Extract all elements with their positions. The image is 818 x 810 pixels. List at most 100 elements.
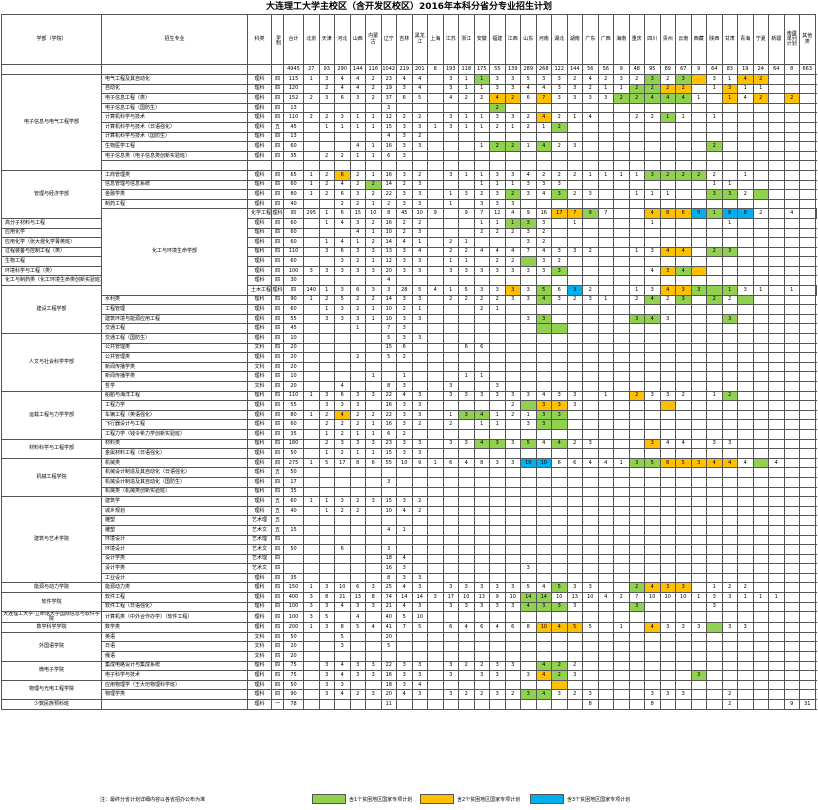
quota-cell: 9 bbox=[458, 208, 475, 219]
quota-cell: 3 bbox=[489, 83, 506, 95]
quota-cell bbox=[597, 448, 614, 459]
quota-cell bbox=[442, 352, 459, 363]
quota-cell bbox=[458, 563, 475, 574]
quota-cell: 1 bbox=[303, 294, 320, 306]
quota-cell bbox=[737, 342, 754, 354]
quota-cell: 10 bbox=[380, 227, 397, 239]
quota-cell bbox=[752, 660, 769, 672]
quota-cell: 1 bbox=[349, 448, 366, 459]
duration-cell: 四 bbox=[271, 534, 284, 546]
quota-cell: 8 bbox=[644, 699, 661, 710]
quota-cell bbox=[303, 323, 320, 335]
quota-cell: 4 bbox=[396, 505, 413, 517]
quota-cell bbox=[597, 467, 614, 478]
quota-cell bbox=[442, 651, 459, 662]
quota-cell: 3 bbox=[380, 476, 397, 488]
quota-cell bbox=[504, 102, 521, 114]
quota-cell: 10 bbox=[582, 592, 599, 603]
quota-cell bbox=[597, 342, 614, 354]
quota-cell bbox=[737, 660, 754, 672]
quota-cell: 1 bbox=[318, 208, 335, 219]
duration-cell: 四 bbox=[271, 265, 284, 277]
quota-cell: 1 bbox=[706, 112, 723, 123]
quota-cell: 1 bbox=[628, 189, 645, 200]
quota-cell bbox=[706, 515, 723, 526]
quota-cell bbox=[675, 227, 692, 239]
duration-cell: 四 bbox=[271, 179, 284, 191]
quota-cell bbox=[706, 102, 723, 114]
quota-cell bbox=[644, 467, 661, 478]
quota-cell: 10 bbox=[380, 505, 397, 517]
quota-cell: 3 bbox=[535, 265, 552, 277]
quota-cell bbox=[814, 476, 817, 488]
quota-cell bbox=[613, 313, 630, 325]
duration-cell: 四 bbox=[271, 486, 284, 498]
quota-cell: 2 bbox=[504, 141, 521, 152]
quota-cell: 1 bbox=[349, 323, 366, 335]
quota-cell bbox=[783, 227, 800, 239]
quota-cell bbox=[489, 313, 506, 325]
total-cell: 64 bbox=[706, 64, 723, 75]
quota-cell bbox=[334, 524, 351, 536]
quota-cell bbox=[690, 265, 707, 277]
quota-cell: 3 bbox=[365, 285, 382, 296]
quota-cell bbox=[318, 361, 335, 373]
quota-cell bbox=[520, 515, 537, 526]
quota-cell: 14 bbox=[814, 689, 817, 700]
quota-cell bbox=[721, 256, 738, 267]
quota-cell: 14 bbox=[380, 294, 397, 306]
quota-cell bbox=[489, 467, 506, 478]
quota-cell bbox=[613, 371, 630, 382]
quota-cell bbox=[690, 572, 707, 584]
quota-cell bbox=[768, 689, 785, 700]
quota-cell: 15 bbox=[380, 496, 397, 507]
quota-cell: 4 bbox=[582, 457, 599, 469]
quota-cell bbox=[675, 352, 692, 363]
quota-cell bbox=[690, 438, 707, 450]
quota-cell bbox=[566, 679, 583, 691]
quota-cell: 16 bbox=[380, 670, 397, 681]
quota-cell bbox=[768, 93, 785, 104]
quota-cell bbox=[504, 342, 521, 354]
quota-cell bbox=[783, 304, 800, 315]
quota-cell bbox=[613, 400, 630, 411]
quota-cell bbox=[768, 486, 785, 498]
quota-cell bbox=[458, 313, 475, 325]
quota-cell: 23 bbox=[380, 438, 397, 450]
header-province: 四川 bbox=[644, 14, 661, 65]
quota-cell bbox=[768, 121, 785, 133]
quota-cell: 3 bbox=[411, 265, 428, 277]
major-cell: 应用化学（张大煜化学菁英班） bbox=[1, 237, 102, 248]
quota-cell bbox=[566, 160, 583, 171]
quota-cell: 8 bbox=[380, 208, 397, 219]
quota-cell bbox=[489, 486, 506, 498]
quota-cell bbox=[644, 651, 661, 662]
quota-cell bbox=[752, 679, 769, 691]
row-total-cell: 60 bbox=[283, 227, 304, 239]
header-province: 海南 bbox=[613, 14, 630, 65]
quota-cell: 3 bbox=[365, 246, 382, 258]
category-cell: 理科 bbox=[247, 611, 272, 624]
quota-cell bbox=[597, 256, 614, 267]
quota-cell bbox=[628, 572, 645, 584]
quota-cell bbox=[411, 476, 428, 488]
quota-cell bbox=[675, 660, 692, 672]
quota-cell: 1 bbox=[318, 304, 335, 315]
quota-cell: 3 bbox=[411, 121, 428, 133]
quota-cell: 1 bbox=[644, 189, 661, 200]
quota-cell bbox=[675, 304, 692, 315]
major-cell: 生物工程 bbox=[1, 256, 102, 267]
quota-cell bbox=[783, 121, 800, 133]
quota-cell: 3 bbox=[473, 285, 490, 296]
header-category: 科类 bbox=[247, 14, 272, 65]
quota-cell bbox=[613, 390, 630, 402]
quota-cell bbox=[473, 361, 490, 373]
quota-cell bbox=[411, 275, 428, 287]
quota-cell bbox=[752, 438, 769, 450]
quota-cell: 1 bbox=[737, 83, 754, 95]
quota-cell bbox=[644, 237, 661, 248]
quota-cell bbox=[582, 651, 599, 662]
quota-cell bbox=[458, 304, 475, 315]
quota-cell: 2 bbox=[349, 169, 366, 181]
quota-cell bbox=[442, 611, 459, 624]
